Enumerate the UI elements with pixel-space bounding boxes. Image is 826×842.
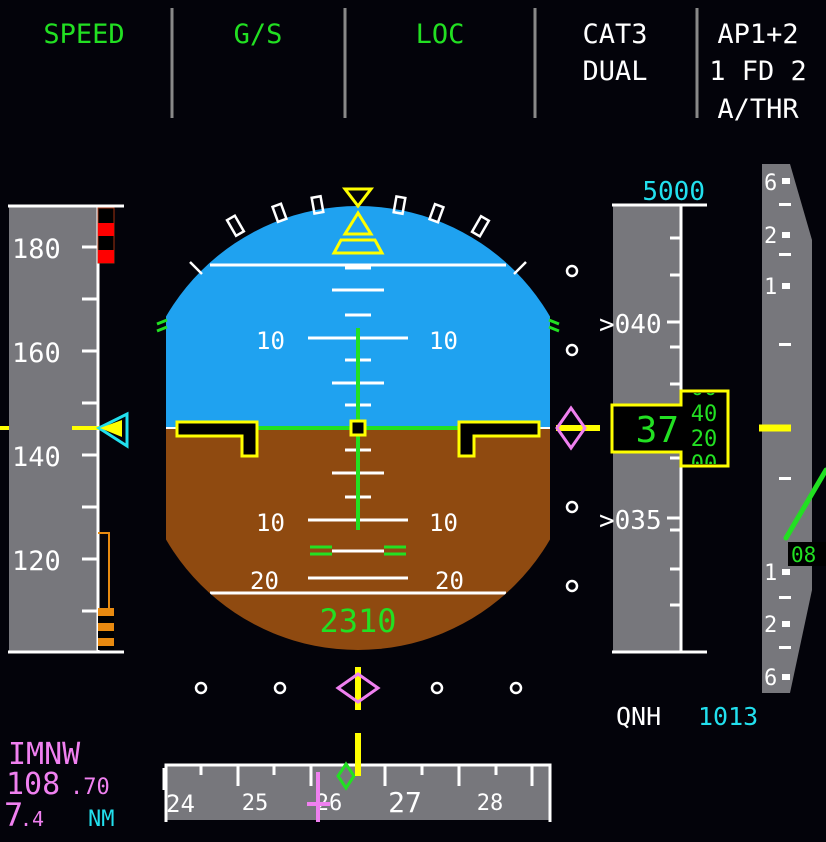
speed-label: 160: [12, 338, 61, 369]
fma-cat3: CAT3: [582, 19, 647, 50]
attitude-indicator: 10 10 10 10 20 20 2310: [156, 187, 560, 650]
vs-label: 2: [764, 613, 777, 638]
pitch-label: 10: [256, 327, 285, 355]
heading-label: 25: [242, 791, 269, 816]
ils-frequency-decimal: .70: [70, 775, 110, 800]
fma-fd: 1 FD 2: [709, 56, 807, 87]
fma-dual: DUAL: [582, 56, 647, 87]
altitude-tape: 5000 >040 >035 37 00 40 20 00: [599, 177, 730, 654]
speed-trend-pointer-icon: [100, 420, 122, 437]
heading-label: 28: [477, 791, 504, 816]
fma-gs: G/S: [234, 19, 283, 50]
fma-speed: SPEED: [43, 19, 124, 50]
pitch-label: 20: [435, 567, 464, 595]
ils-info: IMNW 108 .70 7 .4 NM: [4, 737, 115, 834]
pitch-label: 10: [429, 509, 458, 537]
qnh-label: QNH: [616, 702, 661, 731]
altitude-drum-digit: 00: [691, 452, 718, 477]
qnh-value: 1013: [698, 702, 758, 731]
localizer-diamond-icon: [335, 672, 381, 704]
vs-label: 1: [764, 561, 777, 586]
fma-loc: LOC: [416, 19, 465, 50]
pitch-label: 10: [256, 509, 285, 537]
flight-path-director-marks: [310, 545, 406, 556]
altitude-readout-window: 37 00 40 20 00: [610, 376, 730, 477]
selected-altitude: 5000: [642, 177, 705, 207]
speed-label: 120: [12, 546, 61, 577]
track-diamond-icon: [336, 761, 356, 791]
radio-altitude: 2310: [319, 602, 396, 640]
roll-index-icon: [341, 187, 375, 209]
roll-pointer-icon: [342, 210, 374, 236]
ils-distance-unit: NM: [88, 807, 115, 832]
altitude-hundreds: 37: [636, 410, 679, 451]
roll-scale: [189, 194, 527, 275]
vs-needle: [783, 467, 826, 541]
vmax-barber-pole: [97, 207, 115, 264]
altitude-drum-digit: 40: [691, 402, 718, 427]
fma-ap: AP1+2: [717, 19, 798, 50]
speed-label: 180: [12, 234, 61, 265]
vs-label: 1: [764, 275, 777, 300]
vs-label: 6: [764, 666, 777, 691]
pitch-label: 20: [250, 567, 279, 595]
glideslope-diamond-icon: [555, 405, 587, 451]
ils-ident: IMNW: [8, 737, 81, 772]
heading-label: 24: [166, 790, 195, 818]
altitude-drum-digit: 00: [691, 376, 718, 401]
speed-label: 140: [12, 442, 61, 473]
alpha-protection-band: [98, 532, 114, 650]
vs-label: 6: [764, 171, 777, 196]
altitude-drum-digit: 20: [691, 427, 718, 452]
aircraft-symbol: [175, 419, 541, 458]
flight-mode-annunciator: SPEED G/S LOC CAT3 DUAL AP1+2 1 FD 2 A/T…: [43, 8, 807, 125]
fma-athr: A/THR: [717, 94, 799, 125]
ils-frequency: 108: [6, 767, 60, 802]
ils-course-icon: [307, 772, 330, 822]
heading-label: 27: [388, 786, 422, 819]
sideslip-index-icon: [331, 238, 385, 255]
pitch-label: 10: [429, 327, 458, 355]
altitude-label: >035: [599, 506, 662, 536]
ils-distance: 7: [4, 796, 23, 834]
vs-value: 08: [791, 543, 816, 567]
glideslope-scale: [555, 264, 600, 593]
ils-distance-decimal: .4: [20, 807, 44, 831]
speed-tape: 180 160 140 120: [0, 204, 129, 654]
heading-tape: 24 25 26 27 28: [162, 733, 552, 822]
vertical-speed-indicator: 6 2 1 1 2 6 08: [759, 164, 826, 693]
vs-label: 2: [764, 224, 777, 249]
localizer-scale: [194, 667, 523, 710]
bank-limit-icon: [156, 318, 560, 333]
altitude-label: >040: [599, 310, 662, 340]
target-speed-icon: [95, 411, 129, 449]
